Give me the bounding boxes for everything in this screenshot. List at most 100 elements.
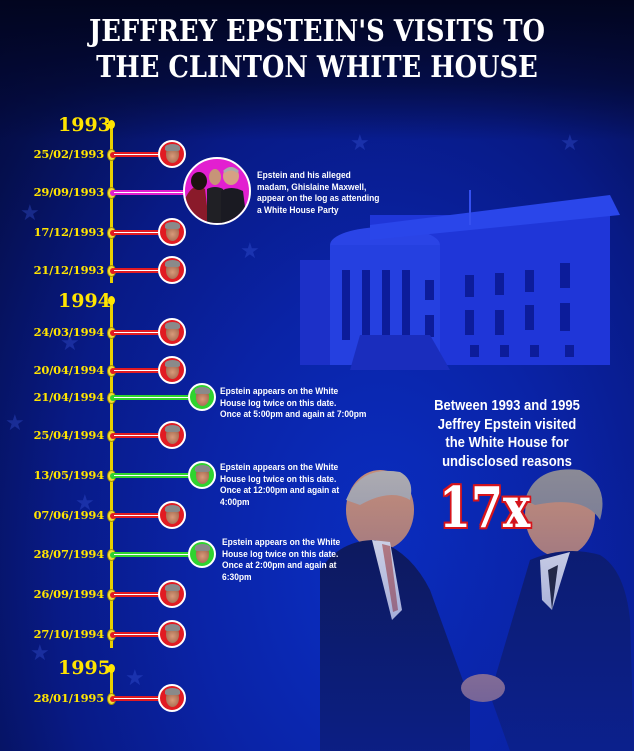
title-line-1: JEFFREY EPSTEIN'S VISITS TO	[88, 14, 546, 49]
visit-row: 20/04/1994	[0, 356, 634, 386]
handshake-photo	[320, 460, 634, 751]
visit-date: 29/09/1993	[33, 185, 105, 199]
year-marker	[108, 120, 115, 129]
visit-row: 07/06/1994	[0, 501, 634, 531]
visit-row: 28/07/1994	[0, 540, 634, 570]
note-line: Epstein and his alleged	[257, 170, 351, 181]
note-line: Epstein appears on the White	[222, 537, 341, 548]
visit-row: 28/01/1995	[0, 684, 634, 714]
visit-row: 27/10/1994	[0, 620, 634, 650]
title-line-2: THE CLINTON WHITE HOUSE	[96, 50, 538, 85]
connector-line	[114, 395, 190, 400]
visit-row: 29/09/1993	[0, 178, 634, 208]
double-visit-note: Epstein appears on the White House log t…	[220, 462, 339, 508]
note-line: 4:00pm	[220, 496, 250, 508]
connector-line	[114, 190, 186, 195]
visit-dot	[110, 552, 116, 558]
note-line: madam, Ghislaine Maxwell,	[257, 181, 367, 193]
visit-date: 25/04/1994	[33, 428, 105, 442]
star-icon: ★	[5, 410, 25, 435]
timeline-1995	[110, 668, 113, 696]
visit-dot	[110, 190, 116, 196]
star-icon: ★	[240, 238, 260, 263]
note-line: House log twice on this date.	[222, 548, 339, 560]
double-visit-note: Epstein appears on the White House log t…	[220, 386, 366, 421]
note-line: 6:30pm	[222, 571, 252, 583]
note-line: Epstein appears on the White	[220, 462, 339, 473]
star-icon: ★	[20, 200, 40, 225]
epstein-avatar	[188, 383, 216, 411]
epstein-avatar	[158, 356, 186, 384]
note-line: House log twice on this date.	[220, 473, 337, 485]
note-line: a White House Party	[257, 204, 339, 216]
visit-row: 21/12/1993	[0, 256, 634, 286]
note-line: appear on the log as attending	[257, 193, 380, 204]
connector-line	[114, 230, 160, 235]
year-label-1995: 1995	[58, 657, 111, 679]
connector-line	[114, 632, 160, 637]
visit-date: 07/06/1994	[33, 508, 105, 522]
epstein-avatar	[188, 540, 216, 568]
visit-date: 27/10/1994	[33, 627, 105, 641]
white-house-illustration	[300, 190, 620, 370]
connector-line	[114, 513, 160, 518]
visit-dot	[110, 696, 116, 702]
visit-dot	[110, 473, 116, 479]
visit-date: 26/09/1994	[33, 587, 105, 601]
epstein-avatar	[158, 684, 186, 712]
connector-line	[114, 473, 190, 478]
visit-row: 25/02/1993	[0, 140, 634, 170]
double-visit-note: Epstein appears on the White House log t…	[222, 537, 340, 583]
epstein-avatar	[158, 140, 186, 168]
title-background	[0, 0, 634, 140]
note-line: Once at 12:00pm and again at	[220, 485, 340, 496]
visit-date: 24/03/1994	[33, 325, 105, 339]
visit-dot	[110, 592, 116, 598]
timeline-1993	[110, 123, 113, 283]
epstein-avatar	[158, 501, 186, 529]
visit-row: 24/03/1994	[0, 318, 634, 348]
epstein-avatar	[158, 620, 186, 648]
visit-date: 20/04/1994	[33, 363, 105, 377]
visit-dot	[110, 330, 116, 336]
visit-row: 17/12/1993	[0, 218, 634, 248]
visit-row: 26/09/1994	[0, 580, 634, 610]
epstein-avatar	[158, 318, 186, 346]
visit-date: 25/02/1993	[33, 147, 105, 161]
star-icon: ★	[75, 490, 95, 515]
star-icon: ★	[350, 130, 370, 155]
epstein-maxwell-clinton-photo	[183, 157, 251, 225]
visit-date: 21/12/1993	[33, 263, 105, 277]
party-note: Epstein and his alleged madam, Ghislaine…	[257, 170, 379, 216]
note-line: House log twice on this date.	[220, 397, 337, 409]
visit-dot	[110, 513, 116, 519]
connector-line	[114, 368, 160, 373]
star-icon: ★	[560, 130, 580, 155]
connector-line	[114, 152, 160, 157]
epstein-avatar	[158, 256, 186, 284]
visit-dot	[110, 230, 116, 236]
summary-line: Jeffrey Epstein visited	[437, 416, 577, 433]
connector-line	[114, 552, 190, 557]
visit-dot	[110, 433, 116, 439]
visit-dot	[110, 268, 116, 274]
visit-date: 13/05/1994	[33, 468, 105, 482]
visit-date: 28/07/1994	[33, 547, 105, 561]
epstein-avatar	[158, 421, 186, 449]
page-title: JEFFREY EPSTEIN'S VISITS TO THE CLINTON …	[44, 14, 589, 86]
epstein-avatar	[188, 461, 216, 489]
year-marker	[108, 296, 115, 305]
star-icon: ★	[30, 640, 50, 665]
visit-date: 17/12/1993	[33, 225, 105, 239]
visit-dot	[110, 632, 116, 638]
year-label-1993: 1993	[58, 114, 111, 136]
visit-date: 21/04/1994	[33, 390, 105, 404]
summary-line: Between 1993 and 1995	[434, 398, 580, 414]
visit-row: 25/04/1994	[0, 421, 634, 451]
visit-dot	[110, 368, 116, 374]
note-line: Once at 5:00pm and again at 7:00pm	[220, 409, 367, 420]
summary-line: the White House for	[445, 435, 569, 451]
visit-dot	[110, 152, 116, 158]
connector-line	[114, 268, 160, 273]
note-line: Epstein appears on the White	[220, 386, 339, 397]
